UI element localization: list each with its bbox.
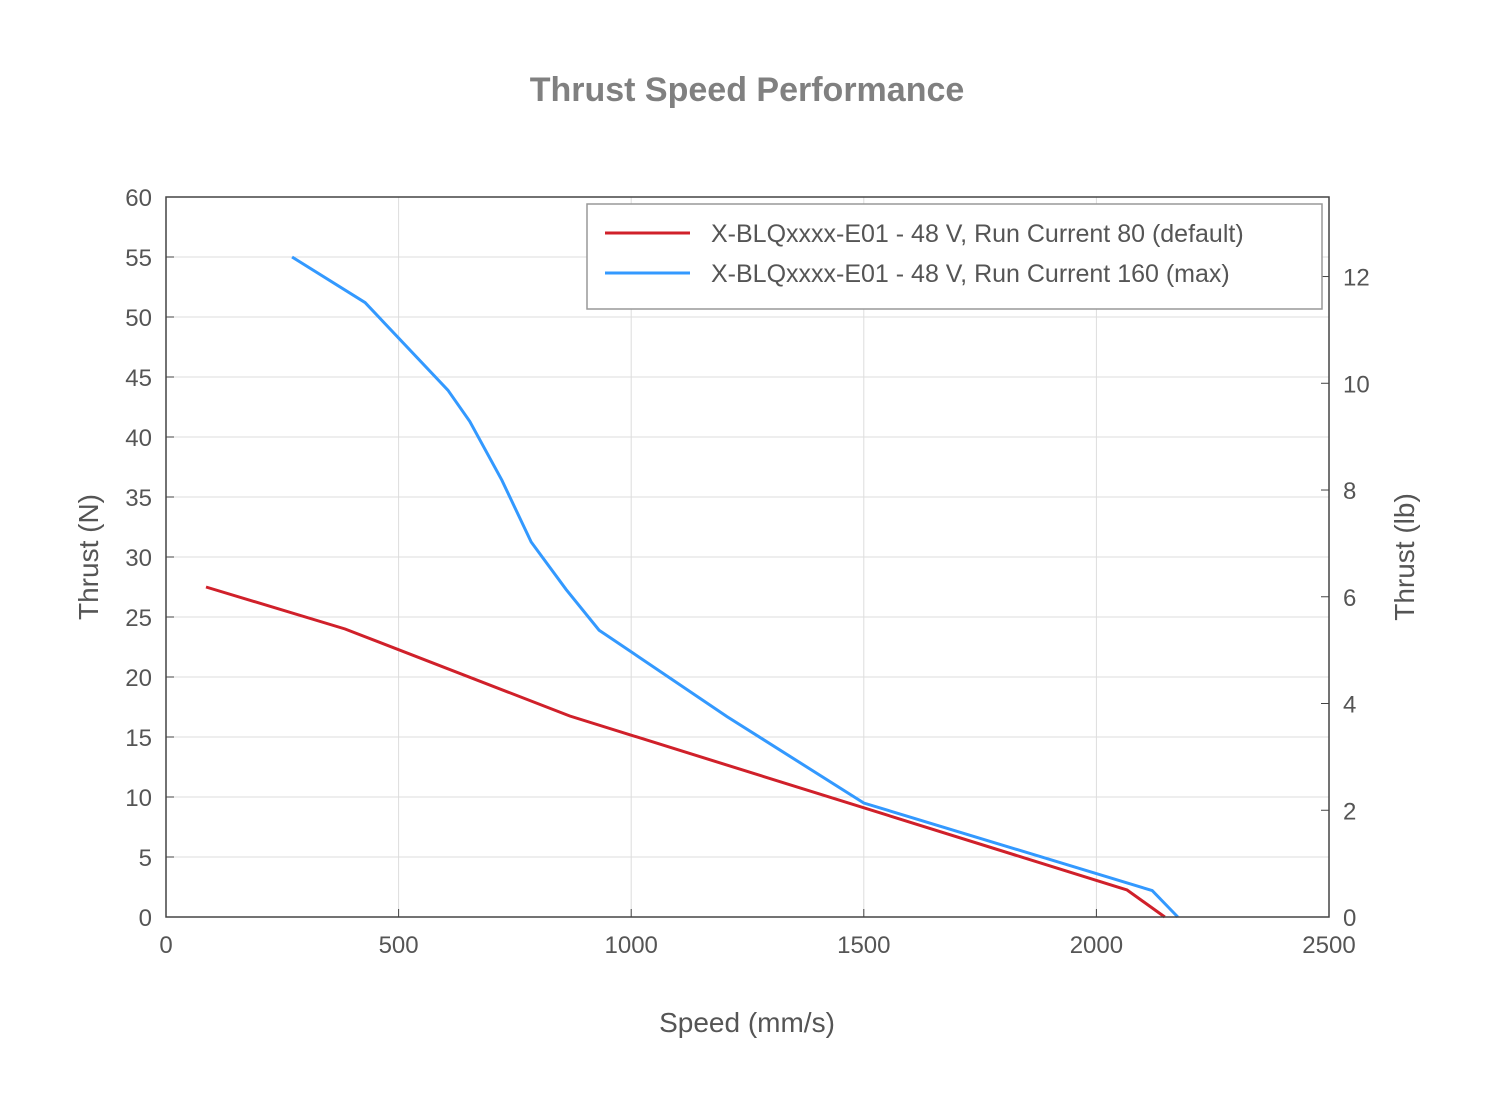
y-tick-label: 10 <box>125 785 152 812</box>
x-tick-label: 1500 <box>837 932 890 959</box>
y-tick-label: 45 <box>125 365 152 392</box>
x-tick-label: 2500 <box>1302 932 1355 959</box>
legend: X-BLQxxxx-E01 - 48 V, Run Current 80 (de… <box>586 203 1323 310</box>
x-axis-label: Speed (mm/s) <box>659 1007 835 1038</box>
y-tick-label: 25 <box>125 605 152 632</box>
y-tick-label: 35 <box>125 485 152 512</box>
y-tick-label: 20 <box>125 665 152 692</box>
x-tick-label: 500 <box>379 932 419 959</box>
y-tick-label: 15 <box>125 725 152 752</box>
y2-tick-label: 12 <box>1343 265 1370 292</box>
y-tick-label: 55 <box>125 245 152 272</box>
x-tick-label: 1000 <box>605 932 658 959</box>
y2-tick-label: 6 <box>1343 585 1356 612</box>
y-tick-label: 30 <box>125 545 152 572</box>
x-tick-label: 2000 <box>1070 932 1123 959</box>
x-tick-label: 0 <box>159 932 172 959</box>
y-tick-label: 0 <box>139 905 152 932</box>
y2-tick-label: 0 <box>1343 905 1356 932</box>
y-tick-label: 50 <box>125 305 152 332</box>
ticks: 0 500 1000 1500 2000 250005101520253035404550… <box>125 185 1369 959</box>
series-line-0 <box>205 585 1166 919</box>
y2-axis-label: Thrust (lb) <box>1389 493 1420 621</box>
y2-tick-label: 2 <box>1343 798 1356 825</box>
chart-title: Thrust Speed Performance <box>530 71 965 109</box>
y-tick-label: 40 <box>125 425 152 452</box>
plot-frame <box>165 196 1330 918</box>
y2-tick-label: 10 <box>1343 371 1370 398</box>
y2-tick-label: 8 <box>1343 478 1356 505</box>
series-line-1 <box>291 255 1179 919</box>
y-tick-label: 5 <box>139 845 152 872</box>
y-tick-label: 60 <box>125 185 152 212</box>
series-lines <box>205 255 1179 919</box>
y2-tick-label: 4 <box>1343 692 1356 719</box>
y-axis-label: Thrust (N) <box>73 494 104 620</box>
legend-label-0: X-BLQxxxx-E01 - 48 V, Run Current 80 (de… <box>711 220 1244 248</box>
legend-label-1: X-BLQxxxx-E01 - 48 V, Run Current 160 (m… <box>711 260 1230 288</box>
